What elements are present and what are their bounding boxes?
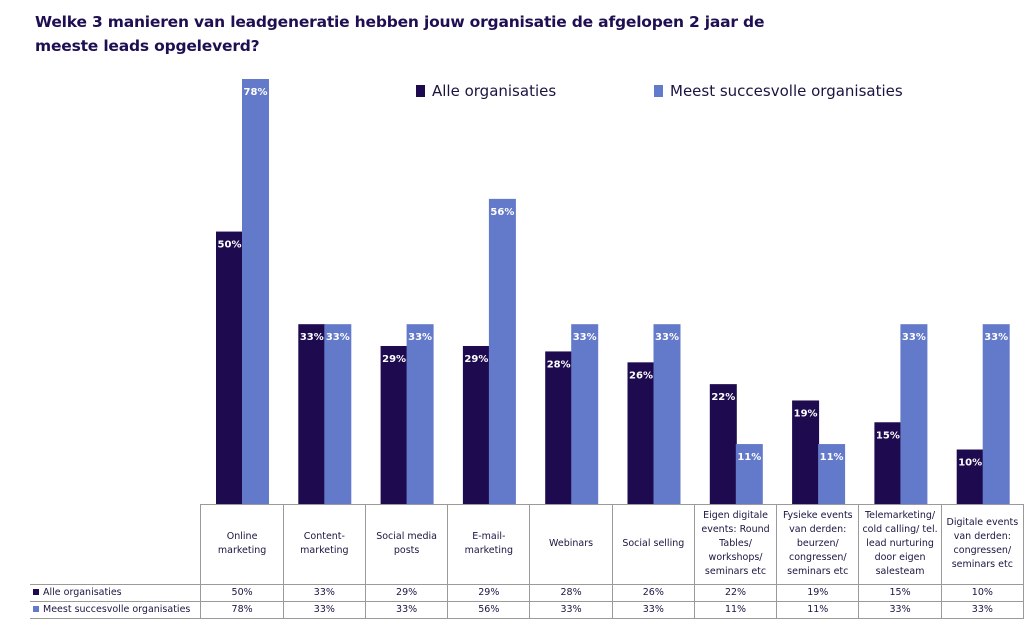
category-label: Online marketing [200,504,284,585]
table-cell: 78% [200,600,284,619]
bar-meest-0 [242,79,269,504]
data-label-alle-7: 19% [794,408,818,419]
data-label-alle-1: 33% [300,332,324,343]
bar-meest-4 [571,324,599,504]
bar-alle-1 [298,324,326,504]
data-label-alle-5: 26% [629,370,653,381]
table-cell: 29% [447,583,531,602]
table-cell: 26% [611,583,695,602]
table-row: Alle organisaties 50% 33% 29% 29% 28% 26% 22% 19… [30,583,1024,602]
category-label: Digitale events van derden: congressen/ … [940,504,1024,585]
bar-meest-2 [406,324,434,504]
bar-alle-4 [545,351,573,504]
bar-meest-9 [982,324,1010,504]
bar-meest-5 [653,324,681,504]
table-cell: 33% [611,600,695,619]
bar-alle-8 [874,422,902,504]
legend-swatch-meest [654,85,663,97]
data-label-meest-3: 56% [490,207,514,218]
category-label: Telemarketing/ cold calling/ tel. lead n… [858,504,942,585]
bar-alle-3 [462,345,490,504]
category-label: Social selling [611,504,695,585]
data-label-alle-2: 29% [382,354,406,365]
data-label-meest-7: 11% [820,452,844,463]
category-label: Social media posts [364,504,449,585]
table-row-header: Alle organisaties [30,583,202,602]
legend-label-alle: Alle organisaties [432,82,557,100]
category-label: Webinars [529,504,613,585]
category-label: E-mail-marketing [447,504,531,585]
bar-chart: 50%78%33% 33%29%33%29%56%28%33%26%33%22%1… [216,79,1010,505]
data-label-meest-0: 78% [244,87,268,98]
table-cell: 33% [364,600,449,619]
data-label-meest-5: 33% [655,332,679,343]
table-cell: 33% [282,600,366,619]
bar-alle-7 [792,400,820,504]
bar-alle-6 [709,384,737,504]
table-cell: 33% [282,583,366,602]
table-cell: 15% [858,583,942,602]
bar-meest-3 [488,198,516,504]
table-cell: 28% [529,583,613,602]
category-label: Content-marketing [282,504,366,585]
table-cell: 11% [693,600,778,619]
table-cell: 33% [858,600,942,619]
table-cell: 10% [940,583,1024,602]
data-label-alle-8: 15% [876,430,900,441]
data-label-alle-9: 10% [958,458,982,469]
table-header-row: Online marketing Content-marketing Social … [30,504,1024,585]
category-label: Eigen digitale events: Round Tables/ wor… [693,504,778,585]
bar-alle-9 [956,449,984,504]
series-name: Meest succesvolle organisaties [43,603,191,615]
bar-alle-0 [216,231,243,505]
bar-meest-6 [735,444,763,504]
data-label-meest-9: 33% [984,332,1008,343]
legend-item-meest: Meest succesvolle organisaties [654,82,903,100]
table-cell: 50% [200,583,284,602]
data-label-meest-8: 33% [902,332,926,343]
data-label-alle-4: 28% [547,359,571,370]
bar-meest-1 [324,324,352,504]
data-table: Online marketing Content-marketing Social … [30,504,1024,619]
table-cell: 22% [693,583,778,602]
legend-item-alle: Alle organisaties [416,82,556,100]
table-cell: 33% [940,600,1024,619]
data-label-meest-4: 33% [573,332,597,343]
bar-alle-5 [627,362,655,504]
category-label: Fysieke events van derden: beurzen/ cong… [776,504,860,585]
table-cell: 33% [529,600,613,619]
table-cell: 11% [776,600,860,619]
data-label-alle-3: 29% [464,354,488,365]
chart-title: Welke 3 manieren van leadgeneratie hebbe… [35,13,765,55]
table-cell: 19% [776,583,860,602]
series-name: Alle organisaties [43,586,122,598]
table-corner [30,504,202,584]
legend-swatch-alle [416,85,425,97]
series-swatch [33,606,39,612]
data-label-meest-1: 33% [326,332,350,343]
data-label-meest-6: 11% [737,452,761,463]
bar-alle-2 [380,345,408,504]
series-swatch [33,589,39,595]
legend-label-meest: Meest succesvolle organisaties [670,82,903,100]
table-row: Meest succesvolle organisaties 78% 33% 33% 5… [30,600,1024,619]
table-row-header: Meest succesvolle organisaties [30,600,202,619]
data-label-alle-6: 22% [711,392,735,403]
bar-meest-8 [900,324,928,504]
bar-meest-7 [818,444,846,504]
table-cell: 29% [364,583,449,602]
table-cell: 56% [447,600,531,619]
data-label-meest-2: 33% [408,332,432,343]
data-label-alle-0: 50% [218,240,242,251]
